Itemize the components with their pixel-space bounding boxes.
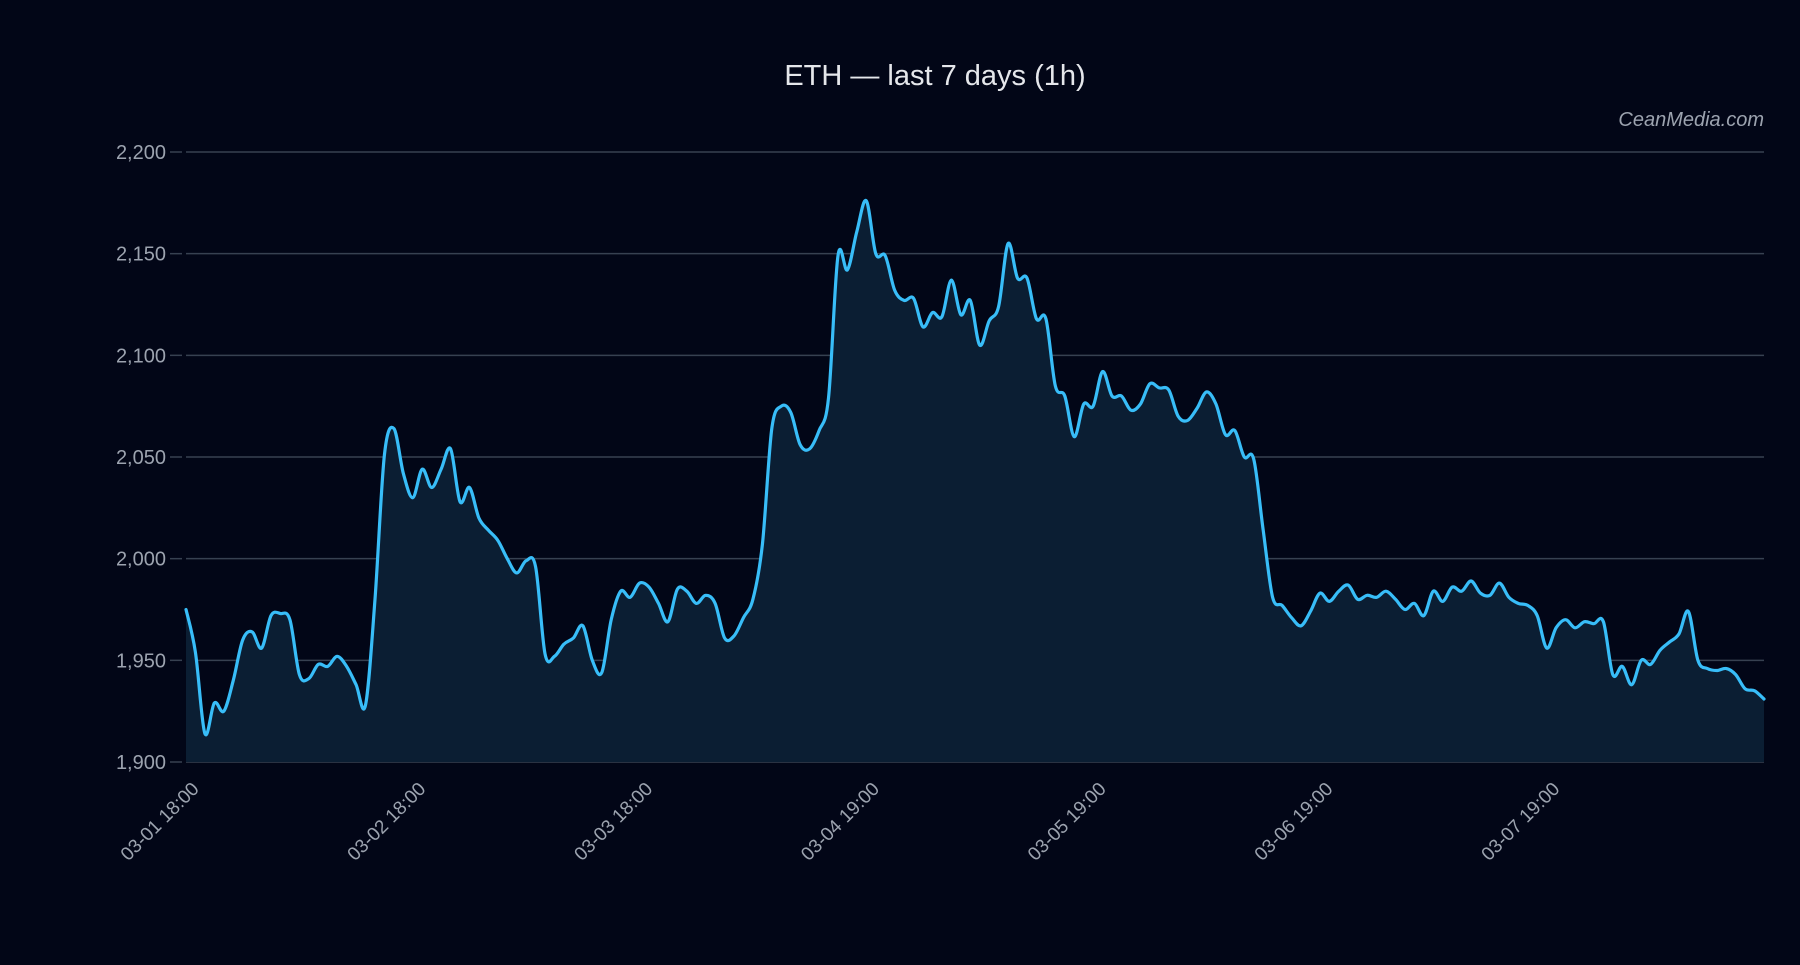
y-tick-label: 2,150 xyxy=(116,244,166,266)
x-axis: 03-01 18:00 03-02 18:00 03-03 18:00 03-04 1… xyxy=(117,779,1564,866)
x-tick-label: 03-01 18:00 xyxy=(117,779,204,866)
x-tick-label: 03-04 19:00 xyxy=(797,779,884,866)
y-tick-label: 1,950 xyxy=(116,650,166,672)
watermark: CeanMedia.com xyxy=(1618,109,1764,131)
y-tick-label: 2,200 xyxy=(116,142,166,164)
price-line xyxy=(184,198,1766,737)
y-tick-label: 1,900 xyxy=(116,752,166,774)
chart-title: ETH — last 7 days (1h) xyxy=(784,60,1085,92)
area-fill xyxy=(186,200,1764,762)
y-tick-label: 2,100 xyxy=(116,345,166,367)
x-tick-label: 03-03 18:00 xyxy=(571,779,658,866)
x-tick-label: 03-06 19:00 xyxy=(1251,779,1338,866)
y-axis: 1,900 1,950 2,000 2,050 2,100 2,150 2,200 xyxy=(116,142,182,774)
x-tick-label: 03-02 18:00 xyxy=(344,779,431,866)
y-tick-label: 2,000 xyxy=(116,549,166,571)
x-tick-label: 03-05 19:00 xyxy=(1024,779,1111,866)
x-tick-label: 03-07 19:00 xyxy=(1478,779,1565,866)
y-tick-label: 2,050 xyxy=(116,447,166,469)
